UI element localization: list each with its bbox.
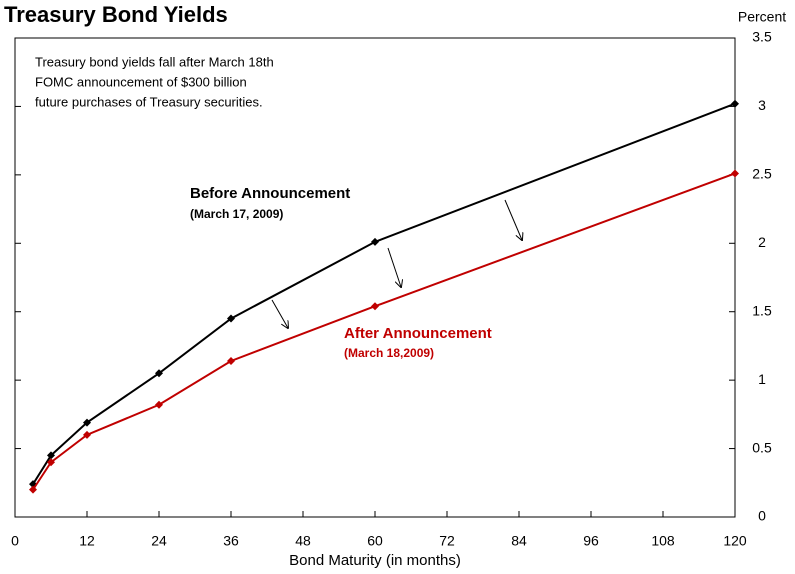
annotation-line: FOMC announcement of $300 billion — [35, 74, 247, 89]
data-point — [83, 430, 91, 439]
data-point — [47, 458, 55, 467]
y-tick-label: 0 — [758, 508, 766, 524]
y-tick-label: 3 — [758, 97, 766, 113]
data-point — [731, 169, 739, 178]
y-tick-label: 1 — [758, 371, 766, 387]
x-tick-label: 60 — [367, 533, 383, 549]
x-tick-label: 96 — [583, 533, 599, 549]
data-point — [29, 485, 37, 494]
data-point — [227, 314, 235, 323]
x-tick-label: 48 — [295, 533, 311, 549]
series-line — [32, 102, 736, 485]
series-label: Before Announcement — [190, 185, 350, 202]
arrow — [504, 199, 522, 240]
x-tick-label: 72 — [439, 533, 455, 549]
x-tick-label: 12 — [79, 533, 95, 549]
data-point — [83, 418, 91, 427]
data-point — [371, 302, 379, 311]
x-tick-label: 84 — [511, 533, 527, 549]
x-tick-label: 36 — [223, 533, 239, 549]
y-tick-label: 0.5 — [752, 439, 772, 455]
y-tick-label: 2 — [758, 234, 766, 250]
data-point — [371, 237, 379, 246]
series-label: After Announcement — [344, 325, 492, 342]
data-point — [731, 99, 739, 108]
series-sublabel: (March 18,2009) — [344, 346, 434, 360]
x-tick-label: 108 — [651, 533, 675, 549]
x-tick-label: 0 — [11, 533, 19, 549]
data-point — [155, 400, 163, 409]
annotation-line: Treasury bond yields fall after March 18… — [35, 54, 274, 69]
data-point — [155, 369, 163, 378]
x-tick-label: 24 — [151, 533, 167, 549]
plot-frame — [14, 37, 736, 518]
y-tick-label: 2.5 — [752, 166, 772, 182]
arrows — [271, 199, 522, 328]
y-tick-label: 3.5 — [752, 29, 772, 45]
series-sublabel: (March 17, 2009) — [190, 207, 283, 221]
annotation-line: future purchases of Treasury securities. — [35, 94, 263, 109]
y-axis-label: Percent — [738, 9, 786, 25]
data-point — [47, 451, 55, 460]
arrow — [271, 299, 288, 328]
y-tick-label: 1.5 — [752, 302, 772, 318]
x-axis-label: Bond Maturity (in months) — [289, 552, 461, 569]
x-tick-label: 120 — [723, 533, 747, 549]
arrow — [387, 247, 401, 287]
chart-title: Treasury Bond Yields — [4, 2, 228, 27]
data-point — [227, 356, 235, 365]
